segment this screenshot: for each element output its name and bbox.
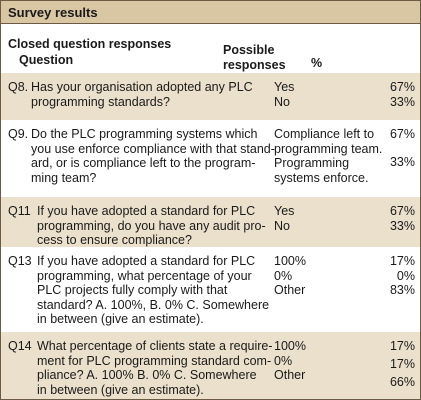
response-option: Yes (274, 204, 295, 218)
response-option: 0% (274, 268, 293, 283)
question-text: If you have adopted a standard for PLC (37, 204, 256, 218)
title: Survey results (8, 5, 98, 20)
percent-value: 33% (389, 94, 415, 109)
question-text: programming, do you have any audit pro- (37, 218, 266, 233)
percent-value: 33% (389, 218, 415, 233)
row-background (1, 332, 420, 399)
percent-value: 0% (396, 268, 415, 283)
question-text: Has your organisation adopted any PLC (31, 80, 253, 94)
response-option: Compliance left to (274, 127, 375, 141)
response-option: Other (274, 368, 306, 382)
question-text: Do the PLC programming systems which (31, 127, 258, 141)
percent-value: 17% (389, 357, 415, 372)
question-text: standard? A. 100%, B. 0% C. Somewhere (37, 297, 270, 312)
section-heading: Closed question responses (8, 37, 172, 51)
percent-value: 67% (389, 204, 415, 218)
response-option: No (274, 94, 290, 109)
percent-value: 33% (389, 154, 415, 169)
response-option: 100% (274, 254, 306, 268)
response-option: Yes (274, 80, 295, 94)
question-text: ming team? (31, 170, 97, 185)
question-text: ment for PLC programming standard com- (37, 353, 272, 368)
row-background (1, 73, 420, 120)
question-id: Q14 (8, 339, 32, 353)
question-id: Q13 (8, 254, 32, 268)
percent-value: 67% (389, 80, 415, 94)
question-text: you use enforce compliance with that sta… (31, 141, 275, 156)
question-text: PLC projects fully comply with that (37, 283, 228, 297)
percent-value: 83% (389, 283, 415, 297)
question-id: Q8. (8, 80, 29, 94)
question-text: ard, or is compliance left to the progra… (31, 156, 256, 170)
percent-value: 17% (389, 339, 415, 353)
response-option: Other (274, 283, 306, 297)
response-option: 100% (274, 339, 306, 353)
question-id: Q11 (8, 204, 31, 218)
question-text: If you have adopted a standard for PLC (37, 254, 256, 268)
response-option: 0% (274, 353, 293, 368)
percent-value: 66% (389, 375, 415, 390)
question-text: in between (give an estimate). (37, 382, 204, 397)
question-text: in between (give an estimate). (37, 312, 204, 326)
response-option: systems enforce. (274, 170, 369, 185)
percent-value: 67% (389, 127, 415, 141)
percent-value: 17% (389, 254, 415, 268)
question-text: programming standards? (31, 94, 170, 109)
title-bar (1, 1, 420, 24)
question-text: programming, what percentage of your (37, 268, 252, 283)
response-option: programming team. (274, 141, 383, 156)
question-text: pliance? A. 100% B. 0% C. Somewhere (37, 368, 257, 382)
response-option: No (274, 218, 290, 233)
question-text: cess to ensure compliance? (37, 233, 192, 247)
question-text: What percentage of clients state a requi… (37, 339, 273, 353)
question-id: Q9. (8, 127, 29, 141)
response-option: Programming (274, 156, 350, 170)
column-header: % (311, 56, 323, 70)
row-background (1, 197, 420, 247)
column-header: Possible responses (223, 43, 286, 72)
column-header: Question (19, 53, 74, 67)
